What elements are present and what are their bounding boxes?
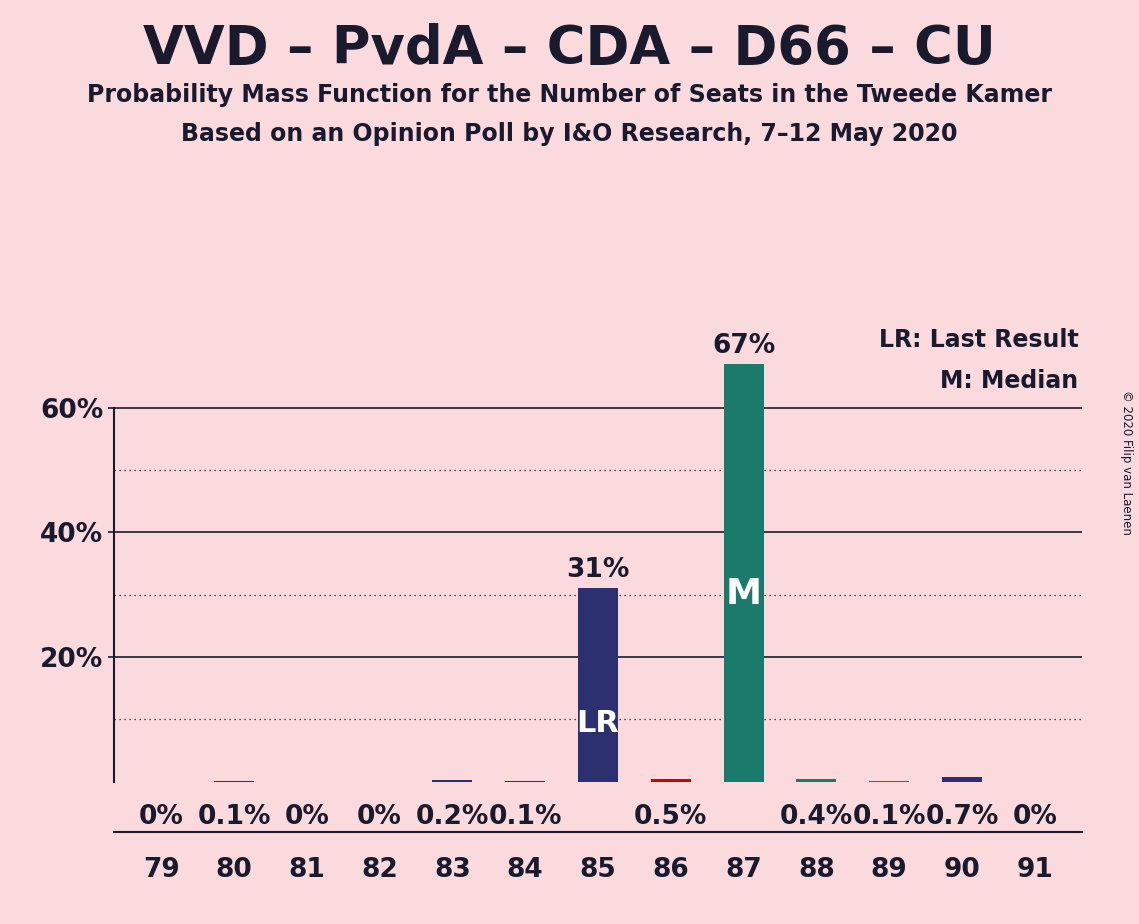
Text: Probability Mass Function for the Number of Seats in the Tweede Kamer: Probability Mass Function for the Number… — [87, 83, 1052, 107]
Bar — [433, 781, 473, 782]
Text: © 2020 Filip van Laenen: © 2020 Filip van Laenen — [1121, 390, 1133, 534]
Text: LR: LR — [576, 710, 620, 738]
Text: VVD – PvdA – CDA – D66 – CU: VVD – PvdA – CDA – D66 – CU — [144, 23, 995, 75]
Text: 0%: 0% — [285, 804, 329, 830]
Text: 0%: 0% — [139, 804, 183, 830]
Text: 0%: 0% — [358, 804, 402, 830]
Text: 0.7%: 0.7% — [925, 804, 999, 830]
Text: M: Median: M: Median — [941, 369, 1079, 393]
Text: Based on an Opinion Poll by I&O Research, 7–12 May 2020: Based on an Opinion Poll by I&O Research… — [181, 122, 958, 146]
Text: LR: Last Result: LR: Last Result — [878, 328, 1079, 352]
Bar — [650, 779, 690, 782]
Text: 0.5%: 0.5% — [634, 804, 707, 830]
Bar — [796, 779, 836, 782]
Bar — [577, 589, 618, 782]
Text: M: M — [726, 577, 762, 611]
Text: 0.2%: 0.2% — [416, 804, 489, 830]
Text: 0.1%: 0.1% — [197, 804, 271, 830]
Text: 67%: 67% — [712, 333, 776, 359]
Text: 0%: 0% — [1013, 804, 1057, 830]
Text: 0.4%: 0.4% — [780, 804, 853, 830]
Text: 0.1%: 0.1% — [489, 804, 562, 830]
Text: 0.1%: 0.1% — [852, 804, 926, 830]
Text: 31%: 31% — [566, 557, 630, 583]
Bar — [723, 364, 763, 782]
Bar — [942, 777, 982, 782]
